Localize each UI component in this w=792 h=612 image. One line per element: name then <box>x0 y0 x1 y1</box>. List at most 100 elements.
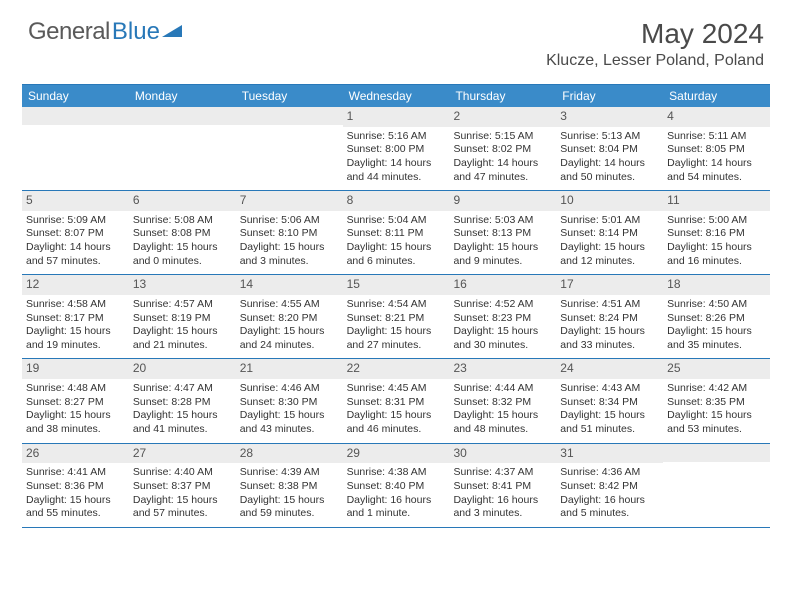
sunrise-text: Sunrise: 4:41 AM <box>26 466 125 480</box>
sunrise-text: Sunrise: 4:50 AM <box>667 298 766 312</box>
day-number: 13 <box>129 275 236 295</box>
day-details: Sunrise: 5:13 AMSunset: 8:04 PMDaylight:… <box>560 130 659 185</box>
day-cell: 19 Sunrise: 4:48 AMSunset: 8:27 PMDayligh… <box>22 359 129 442</box>
day-cell: 24Sunrise: 4:43 AMSunset: 8:34 PMDayligh… <box>556 359 663 442</box>
sunset-text: Sunset: 8:17 PM <box>26 312 125 326</box>
daylight-text: Daylight: 15 hours and 43 minutes. <box>240 409 339 436</box>
daylight-text: Daylight: 15 hours and 6 minutes. <box>347 241 446 268</box>
week-row: 5 Sunrise: 5:09 AMSunset: 8:07 PMDaylight… <box>22 191 770 275</box>
sunrise-text: Sunrise: 5:13 AM <box>560 130 659 144</box>
sunset-text: Sunset: 8:16 PM <box>667 227 766 241</box>
sunrise-text: Sunrise: 4:38 AM <box>347 466 446 480</box>
dow-sunday: Sunday <box>22 85 129 107</box>
day-details: Sunrise: 4:51 AMSunset: 8:24 PMDaylight:… <box>560 298 659 353</box>
sunrise-text: Sunrise: 5:11 AM <box>667 130 766 144</box>
daylight-text: Daylight: 15 hours and 3 minutes. <box>240 241 339 268</box>
day-number: 19 <box>22 359 129 379</box>
day-number: 4 <box>663 107 770 127</box>
month-title: May 2024 <box>546 18 764 50</box>
sunrise-text: Sunrise: 5:16 AM <box>347 130 446 144</box>
sunrise-text: Sunrise: 5:01 AM <box>560 214 659 228</box>
day-cell: 1Sunrise: 5:16 AMSunset: 8:00 PMDaylight… <box>343 107 450 190</box>
sunrise-text: Sunrise: 4:40 AM <box>133 466 232 480</box>
day-details: Sunrise: 4:46 AMSunset: 8:30 PMDaylight:… <box>240 382 339 437</box>
day-details: Sunrise: 4:37 AMSunset: 8:41 PMDaylight:… <box>453 466 552 521</box>
dow-saturday: Saturday <box>663 85 770 107</box>
sunset-text: Sunset: 8:24 PM <box>560 312 659 326</box>
daylight-text: Daylight: 15 hours and 38 minutes. <box>26 409 125 436</box>
week-row: 19 Sunrise: 4:48 AMSunset: 8:27 PMDayligh… <box>22 359 770 443</box>
sunrise-text: Sunrise: 4:43 AM <box>560 382 659 396</box>
logo-text-blue: Blue <box>112 18 184 46</box>
dow-wednesday: Wednesday <box>343 85 450 107</box>
day-cell: 16Sunrise: 4:52 AMSunset: 8:23 PMDayligh… <box>449 275 556 358</box>
day-details: Sunrise: 5:06 AMSunset: 8:10 PMDaylight:… <box>240 214 339 269</box>
day-number: 5 <box>22 191 129 211</box>
daylight-text: Daylight: 14 hours and 47 minutes. <box>453 157 552 184</box>
sunset-text: Sunset: 8:31 PM <box>347 396 446 410</box>
daylight-text: Daylight: 14 hours and 57 minutes. <box>26 241 125 268</box>
day-cell <box>129 107 236 190</box>
sunset-text: Sunset: 8:02 PM <box>453 143 552 157</box>
weeks-container: 1Sunrise: 5:16 AMSunset: 8:00 PMDaylight… <box>22 107 770 528</box>
day-details: Sunrise: 4:39 AMSunset: 8:38 PMDaylight:… <box>240 466 339 521</box>
logo: GeneralBlue <box>28 18 184 46</box>
day-number: 10 <box>556 191 663 211</box>
daylight-text: Daylight: 15 hours and 19 minutes. <box>26 325 125 352</box>
sunset-text: Sunset: 8:26 PM <box>667 312 766 326</box>
dow-monday: Monday <box>129 85 236 107</box>
day-details: Sunrise: 4:58 AMSunset: 8:17 PMDaylight:… <box>26 298 125 353</box>
day-number: 26 <box>22 444 129 464</box>
day-number: 8 <box>343 191 450 211</box>
day-cell: 26Sunrise: 4:41 AMSunset: 8:36 PMDayligh… <box>22 444 129 527</box>
day-cell: 11Sunrise: 5:00 AMSunset: 8:16 PMDayligh… <box>663 191 770 274</box>
week-row: 12Sunrise: 4:58 AMSunset: 8:17 PMDayligh… <box>22 275 770 359</box>
daylight-text: Daylight: 16 hours and 3 minutes. <box>453 494 552 521</box>
sunrise-text: Sunrise: 4:54 AM <box>347 298 446 312</box>
day-cell: 14Sunrise: 4:55 AMSunset: 8:20 PMDayligh… <box>236 275 343 358</box>
sunset-text: Sunset: 8:30 PM <box>240 396 339 410</box>
sunset-text: Sunset: 8:42 PM <box>560 480 659 494</box>
sunrise-text: Sunrise: 4:44 AM <box>453 382 552 396</box>
day-number: 21 <box>236 359 343 379</box>
sunrise-text: Sunrise: 4:55 AM <box>240 298 339 312</box>
day-details: Sunrise: 5:03 AMSunset: 8:13 PMDaylight:… <box>453 214 552 269</box>
day-details: Sunrise: 4:55 AMSunset: 8:20 PMDaylight:… <box>240 298 339 353</box>
sunset-text: Sunset: 8:14 PM <box>560 227 659 241</box>
sunset-text: Sunset: 8:13 PM <box>453 227 552 241</box>
day-details: Sunrise: 4:57 AMSunset: 8:19 PMDaylight:… <box>133 298 232 353</box>
day-cell: 15Sunrise: 4:54 AMSunset: 8:21 PMDayligh… <box>343 275 450 358</box>
day-number: 1 <box>343 107 450 127</box>
sunset-text: Sunset: 8:04 PM <box>560 143 659 157</box>
daylight-text: Daylight: 15 hours and 27 minutes. <box>347 325 446 352</box>
day-cell: 21 Sunrise: 4:46 AMSunset: 8:30 PMDayligh… <box>236 359 343 442</box>
day-number <box>663 444 770 462</box>
day-number: 6 <box>129 191 236 211</box>
daylight-text: Daylight: 15 hours and 35 minutes. <box>667 325 766 352</box>
title-block: May 2024 Klucze, Lesser Poland, Poland <box>546 18 764 70</box>
day-cell: 2Sunrise: 5:15 AMSunset: 8:02 PMDaylight… <box>449 107 556 190</box>
logo-triangle-icon <box>162 18 184 46</box>
daylight-text: Daylight: 16 hours and 1 minute. <box>347 494 446 521</box>
day-cell: 23Sunrise: 4:44 AMSunset: 8:32 PMDayligh… <box>449 359 556 442</box>
daylight-text: Daylight: 15 hours and 0 minutes. <box>133 241 232 268</box>
sunrise-text: Sunrise: 4:52 AM <box>453 298 552 312</box>
day-details: Sunrise: 5:09 AMSunset: 8:07 PMDaylight:… <box>26 214 125 269</box>
day-number: 23 <box>449 359 556 379</box>
header: GeneralBlue May 2024 Klucze, Lesser Pola… <box>0 0 792 78</box>
daylight-text: Daylight: 15 hours and 21 minutes. <box>133 325 232 352</box>
sunrise-text: Sunrise: 5:15 AM <box>453 130 552 144</box>
day-details: Sunrise: 4:54 AMSunset: 8:21 PMDaylight:… <box>347 298 446 353</box>
day-details: Sunrise: 4:48 AMSunset: 8:27 PMDaylight:… <box>26 382 125 437</box>
sunrise-text: Sunrise: 5:09 AM <box>26 214 125 228</box>
sunrise-text: Sunrise: 4:46 AM <box>240 382 339 396</box>
day-number: 30 <box>449 444 556 464</box>
sunset-text: Sunset: 8:20 PM <box>240 312 339 326</box>
day-cell: 17Sunrise: 4:51 AMSunset: 8:24 PMDayligh… <box>556 275 663 358</box>
sunset-text: Sunset: 8:35 PM <box>667 396 766 410</box>
sunrise-text: Sunrise: 4:48 AM <box>26 382 125 396</box>
day-number: 28 <box>236 444 343 464</box>
day-cell: 22Sunrise: 4:45 AMSunset: 8:31 PMDayligh… <box>343 359 450 442</box>
day-details: Sunrise: 4:50 AMSunset: 8:26 PMDaylight:… <box>667 298 766 353</box>
sunset-text: Sunset: 8:11 PM <box>347 227 446 241</box>
